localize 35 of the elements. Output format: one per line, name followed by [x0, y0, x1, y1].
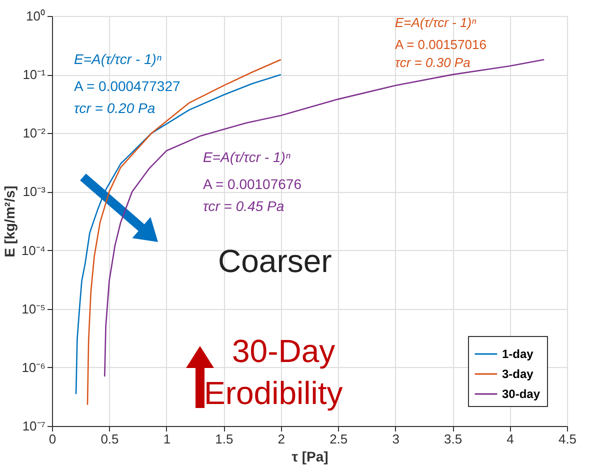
annotation: Erodibility — [204, 375, 343, 411]
x-axis-title: τ [Pa] — [292, 448, 328, 464]
annotation: A = 0.000477327 — [74, 78, 180, 94]
x-tick-label: 1.5 — [215, 432, 234, 446]
annotation: τcr = 0.30 Pa — [395, 55, 470, 70]
y-tick-label: 10⁻⁵ — [22, 301, 46, 316]
x-tick-label: 4.5 — [558, 432, 577, 446]
y-tick-label: 10⁻⁴ — [21, 242, 46, 258]
annotation: Coarser — [218, 243, 332, 279]
legend-label: 3-day — [502, 367, 534, 381]
annotation: A = 0.00157016 — [395, 37, 486, 52]
x-tick-label: 3.5 — [444, 432, 462, 446]
x-tick-label: 0 — [48, 432, 56, 446]
x-tick-label: 2 — [278, 432, 286, 446]
x-tick-label: 1 — [163, 432, 171, 446]
annotation: 30-Day — [232, 333, 336, 369]
y-tick-label: 10⁻³ — [22, 184, 46, 200]
x-tick-label: 0.5 — [100, 432, 119, 446]
x-tick-label: 2.5 — [330, 432, 348, 446]
annotation: τcr = 0.45 Pa — [203, 198, 284, 214]
y-tick-label: 10⁻² — [22, 126, 46, 141]
x-tick-label: 4 — [506, 432, 514, 446]
y-tick-label: 10⁻¹ — [22, 67, 46, 82]
x-tick-label: 3 — [392, 432, 400, 446]
legend-label: 1-day — [502, 347, 534, 361]
annotation: E=A(τ/τcr - 1)ⁿ — [74, 51, 162, 67]
y-tick-label: 10⁻⁷ — [22, 418, 46, 434]
annotation: A = 0.00107676 — [203, 176, 302, 192]
y-tick-label: 10⁻⁶ — [22, 360, 46, 375]
y-axis-title: E [kg/m²/s] — [1, 186, 18, 258]
annotation: τcr = 0.20 Pa — [74, 100, 156, 116]
legend-label: 30-day — [502, 387, 540, 401]
y-tick-label: 10⁰ — [26, 8, 46, 24]
annotation: E=A(τ/τcr - 1)ⁿ — [395, 15, 477, 30]
annotation: E=A(τ/τcr - 1)ⁿ — [203, 149, 291, 165]
